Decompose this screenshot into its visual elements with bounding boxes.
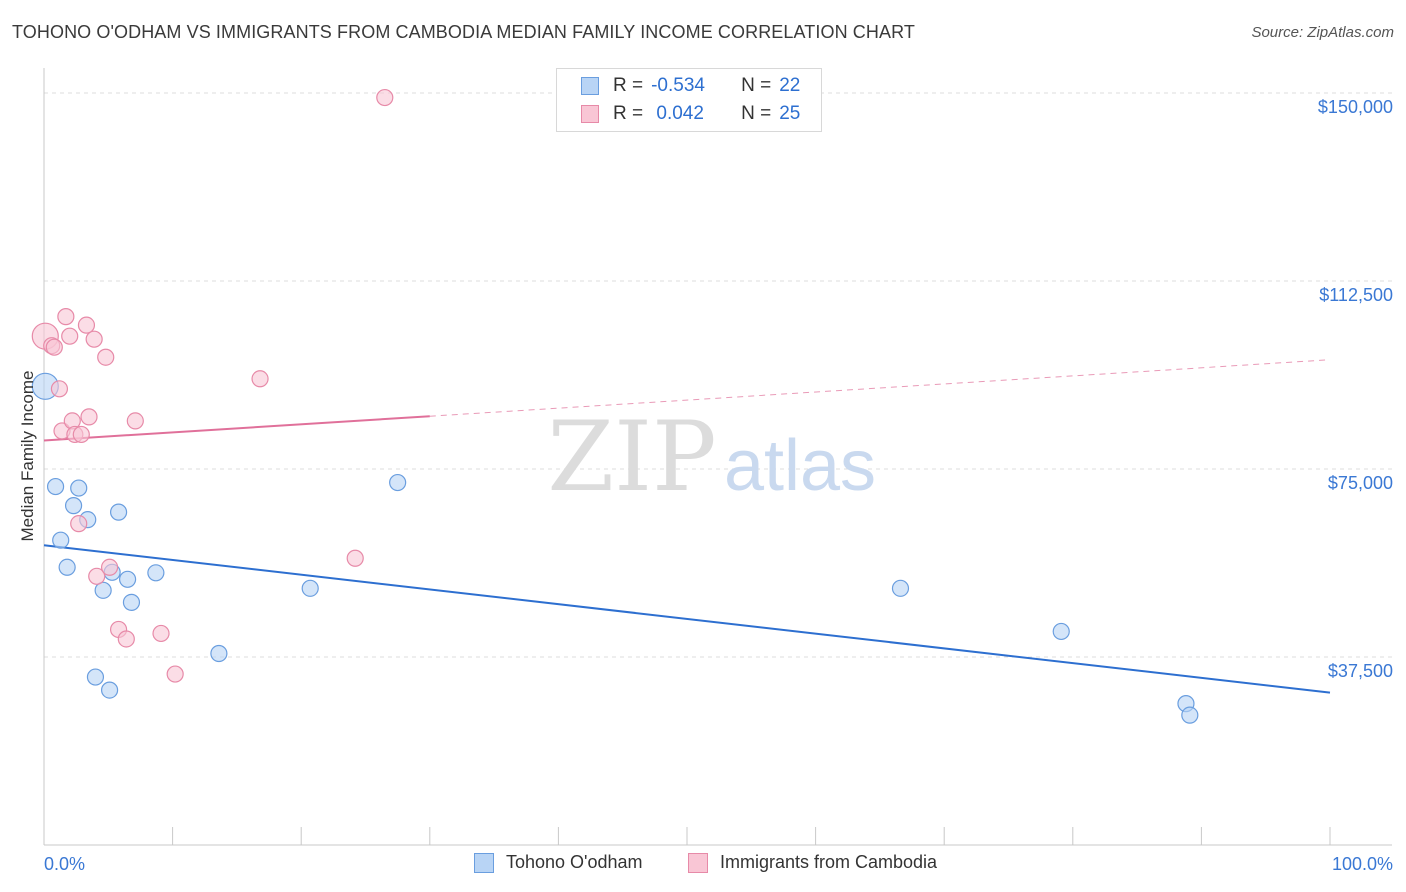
data-point	[52, 531, 70, 549]
data-point	[58, 558, 76, 576]
y-tick-label: $150,000	[1318, 97, 1393, 117]
data-point	[72, 425, 90, 444]
series-legend: Tohono O'odham Immigrants from Cambodia	[0, 852, 1406, 878]
data-point	[61, 327, 79, 345]
legend-item-tohono[interactable]: Tohono O'odham	[474, 852, 643, 873]
data-point	[45, 338, 63, 356]
data-point	[301, 579, 319, 597]
data-point	[376, 88, 394, 107]
r-label: R =	[613, 75, 644, 96]
pink-swatch	[688, 852, 708, 873]
watermark-zip: ZIP	[547, 401, 716, 513]
legend-label: Immigrants from Cambodia	[720, 852, 938, 872]
gridlines	[44, 92, 1392, 658]
blue-swatch	[581, 77, 599, 95]
blue-swatch	[474, 852, 494, 873]
data-point	[70, 515, 88, 533]
axes	[43, 68, 1392, 846]
data-point	[64, 497, 83, 515]
data-point	[122, 593, 141, 611]
n-label: N =	[741, 103, 772, 124]
y-axis-title: Median Family Income	[18, 370, 37, 541]
data-point	[147, 564, 165, 582]
y-tick-label: $75,000	[1328, 473, 1393, 493]
data-point	[46, 477, 65, 496]
n-value: 22	[779, 75, 801, 96]
data-point	[97, 348, 115, 366]
y-tick-label: $37,500	[1328, 661, 1393, 681]
data-point	[166, 665, 184, 683]
data-point	[88, 567, 106, 585]
data-point	[126, 412, 144, 430]
r-value: -0.534	[651, 75, 705, 96]
legend-item-cambodia[interactable]: Immigrants from Cambodia	[688, 852, 937, 873]
data-point	[85, 330, 103, 348]
source-label: Source: ZipAtlas.com	[1251, 24, 1394, 41]
data-point	[100, 681, 119, 699]
trend-lines	[43, 359, 1331, 694]
data-point	[1181, 706, 1199, 724]
data-point	[118, 570, 137, 588]
x-tick-label: 100.0%	[1332, 854, 1393, 874]
data-point	[57, 308, 75, 326]
data-point	[1052, 622, 1070, 641]
data-point	[86, 668, 105, 686]
n-label: N =	[741, 75, 772, 96]
watermark-atlas: atlas	[724, 426, 876, 506]
x-tick-label: 0.0%	[44, 854, 85, 874]
watermark: ZIP atlas	[547, 401, 876, 513]
trend-line-dashed	[429, 359, 1331, 417]
data-point	[77, 316, 96, 334]
correlation-legend: R = -0.534 N = 22 R = 0.042 N = 25	[556, 68, 822, 132]
y-tick-label: $112,500	[1319, 285, 1393, 305]
data-point	[152, 624, 170, 643]
trend-line-solid	[43, 415, 430, 442]
data-point	[346, 549, 364, 567]
pink-swatch	[581, 105, 599, 123]
data-point	[70, 479, 88, 497]
r-label: R =	[613, 103, 644, 124]
data-point	[117, 630, 135, 648]
axis-labels: $37,500 $75,000 $112,500 $150,000 0.0% 100.0%…	[18, 97, 1393, 874]
data-point	[94, 581, 112, 599]
data-point	[109, 503, 128, 521]
legend-row-cambodia: R = 0.042 N = 25	[581, 101, 800, 127]
data-point	[891, 579, 910, 597]
trend-line-solid	[43, 544, 1331, 694]
data-point	[251, 370, 269, 388]
legend-label: Tohono O'odham	[506, 852, 643, 872]
data-point	[50, 380, 69, 398]
data-point	[210, 644, 228, 663]
r-value: 0.042	[651, 103, 704, 124]
legend-row-tohono: R = -0.534 N = 22	[581, 73, 800, 99]
chart-title: TOHONO O'ODHAM VS IMMIGRANTS FROM CAMBOD…	[12, 22, 915, 42]
data-points	[31, 88, 1199, 724]
n-value: 25	[779, 103, 801, 124]
data-point	[100, 558, 119, 576]
data-point	[389, 473, 407, 492]
data-point	[80, 408, 98, 426]
